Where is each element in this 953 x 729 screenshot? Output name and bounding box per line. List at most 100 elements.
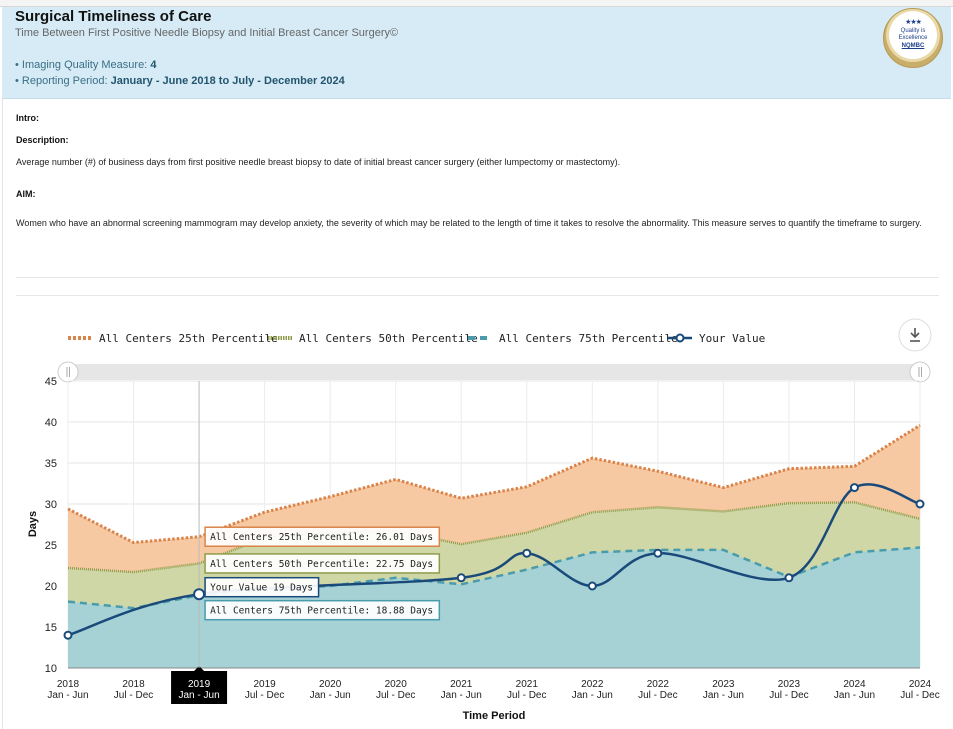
legend-item-yours[interactable]: Your Value	[668, 332, 765, 345]
y-tick-label: 40	[45, 417, 57, 429]
period-label: • Reporting Period:	[15, 75, 108, 87]
badge-line1: Quality is	[900, 28, 926, 34]
legend-marker-yours	[675, 333, 685, 343]
tooltip-text-p75: All Centers 75th Percentile: 18.88 Days	[210, 606, 433, 617]
zoom-navigator[interactable]	[68, 364, 920, 380]
legend-label-p25: All Centers 25th Percentile	[99, 332, 278, 345]
legend-item-p25[interactable]: All Centers 25th Percentile	[68, 332, 278, 345]
x-tick-year: 2023	[778, 679, 801, 690]
download-button[interactable]	[898, 318, 932, 352]
x-tick-period: Jan - Jun	[441, 690, 482, 701]
x-tick-period: Jul - Dec	[507, 690, 546, 701]
x-tick-period: Jul - Dec	[114, 690, 153, 701]
your-value-point[interactable]	[522, 548, 532, 558]
x-tick-year: 2019	[253, 679, 276, 690]
x-tick-year: 2019	[188, 679, 211, 690]
tooltip-box-p50	[204, 553, 441, 574]
area-p75	[68, 547, 920, 668]
tooltip-text-p25: All Centers 25th Percentile: 26.01 Days	[210, 532, 433, 543]
your-value-point[interactable]	[915, 499, 925, 509]
x-tick-period: Jan - Jun	[703, 690, 744, 701]
tooltip-box-p25	[204, 526, 441, 547]
page-subtitle: Time Between First Positive Needle Biops…	[15, 27, 399, 39]
x-tick-year: 2024	[843, 679, 866, 690]
x-tick-period: Jul - Dec	[638, 690, 677, 701]
tooltip-yours: Your Value 19 Days	[204, 576, 320, 598]
y-axis-title: Days	[27, 511, 39, 537]
y-tick-label: 10	[45, 663, 57, 675]
chart-legend: All Centers 25th Percentile All Centers …	[68, 332, 765, 345]
navigator-handle-left[interactable]	[57, 361, 79, 383]
your-value-point[interactable]	[63, 630, 73, 640]
x-tick-year: 2020	[385, 679, 408, 690]
description-text: Average number (#) of business days from…	[16, 157, 621, 167]
x-tick-period: Jan - Jun	[47, 690, 88, 701]
reporting-period-line: • Reporting Period: January - June 2018 …	[15, 75, 345, 87]
your-value-point[interactable]	[849, 483, 859, 493]
your-value-point[interactable]	[784, 573, 794, 583]
your-value-point[interactable]	[193, 588, 206, 601]
x-tick-year: 2021	[516, 679, 539, 690]
series-line-p75	[67, 546, 921, 610]
measure-value: 4	[150, 59, 157, 71]
badge-stars: ★★★	[905, 19, 922, 26]
y-tick-label: 30	[45, 499, 57, 511]
legend-label-p75: All Centers 75th Percentile	[499, 332, 678, 345]
badge-line2: Excellence	[898, 35, 928, 41]
tooltip-text-yours: Your Value 19 Days	[210, 583, 313, 594]
x-tick-year: 2020	[319, 679, 342, 690]
x-tick-year: 2021	[450, 679, 473, 690]
x-tick-year: 2022	[581, 679, 604, 690]
aim-label: AIM:	[16, 189, 36, 199]
tooltip-box-p75	[204, 599, 441, 621]
intro-label: Intro:	[16, 113, 39, 123]
download-icon	[910, 328, 920, 342]
legend-label-yours: Your Value	[699, 332, 765, 345]
description-label: Description:	[16, 135, 69, 145]
x-tick-year: 2022	[647, 679, 670, 690]
x-tick-period: Jan - Jun	[179, 690, 220, 701]
y-tick-label: 35	[45, 458, 57, 470]
x-tick-period: Jul - Dec	[245, 690, 284, 701]
x-tick-year: 2018	[122, 679, 145, 690]
measure-label: • Imaging Quality Measure:	[15, 59, 148, 71]
tooltip-p50: All Centers 50th Percentile: 22.75 Days	[204, 553, 441, 574]
your-value-point[interactable]	[587, 581, 597, 591]
your-value-point[interactable]	[653, 548, 663, 558]
y-tick-label: 45	[45, 376, 57, 388]
x-tick-highlight-pointer	[194, 666, 205, 671]
divider	[16, 277, 939, 278]
x-tick-year: 2018	[57, 679, 80, 690]
legend-label-p50: All Centers 50th Percentile	[299, 332, 478, 345]
x-tick-period: Jan - Jun	[310, 690, 351, 701]
badge-line3: NQMBC	[901, 43, 925, 49]
y-tick-label: 25	[45, 540, 57, 552]
legend-item-p50[interactable]: All Centers 50th Percentile	[268, 332, 478, 345]
tooltip-text-p50: All Centers 50th Percentile: 22.75 Days	[210, 559, 433, 570]
top-strip	[0, 0, 953, 7]
x-tick-period: Jul - Dec	[769, 690, 808, 701]
report-body: Intro: Description: Average number (#) o…	[2, 99, 952, 729]
your-value-point[interactable]	[456, 573, 466, 583]
page-title: Surgical Timeliness of Care	[15, 8, 212, 25]
aim-text: Women who have an abnormal screening mam…	[16, 218, 922, 228]
measure-line: • Imaging Quality Measure: 4	[15, 59, 156, 71]
tooltip-box-yours	[204, 576, 320, 598]
y-tick-label: 15	[45, 622, 57, 634]
x-tick-period: Jul - Dec	[900, 690, 939, 701]
x-axis-title: Time Period	[463, 710, 526, 722]
x-tick-period: Jul - Dec	[376, 690, 415, 701]
x-tick-year: 2024	[909, 679, 932, 690]
x-tick-highlight	[171, 671, 228, 704]
report-header: Surgical Timeliness of Care Time Between…	[2, 7, 951, 99]
x-tick-period: Jan - Jun	[834, 690, 875, 701]
navigator-handle-right[interactable]	[909, 361, 931, 383]
period-value: January - June 2018 to July - December 2…	[110, 75, 345, 87]
tooltip-p25: All Centers 25th Percentile: 26.01 Days	[204, 526, 441, 547]
quality-badge-logo: ★★★ Quality is Excellence NQMBC	[883, 8, 943, 68]
legend-item-p75[interactable]: All Centers 75th Percentile	[468, 332, 678, 345]
x-tick-period: Jan - Jun	[572, 690, 613, 701]
divider	[16, 295, 939, 296]
series-line-p25	[67, 424, 921, 545]
